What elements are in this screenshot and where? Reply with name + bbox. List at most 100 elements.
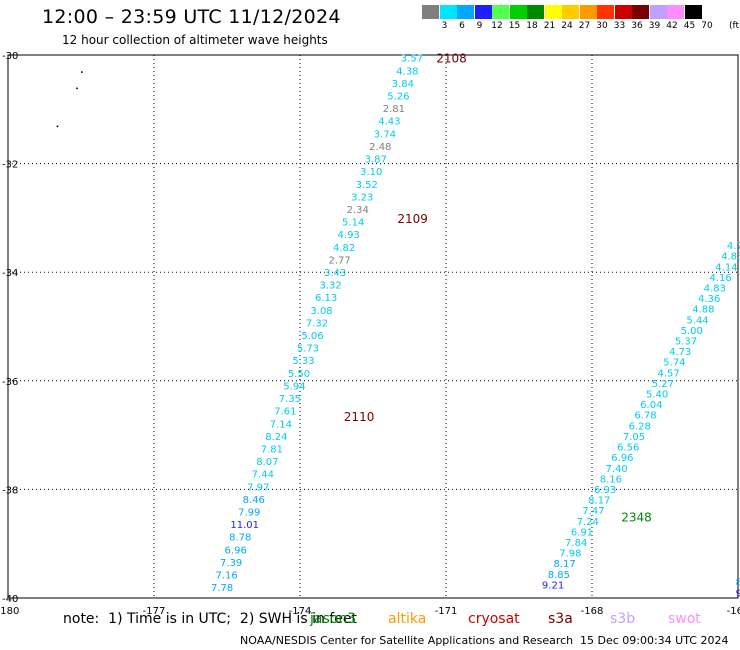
mission-s3a: s3a bbox=[548, 611, 573, 627]
colorbar-label: 33 bbox=[613, 21, 626, 31]
wave-height-value: 3.08 bbox=[310, 306, 332, 317]
wave-height-value: 7.98 bbox=[559, 549, 581, 560]
pass-time-label: 2109 bbox=[397, 212, 428, 226]
wave-height-value: 7.84 bbox=[565, 538, 587, 549]
pass-time-label: 2108 bbox=[436, 52, 467, 66]
colorbar-swatch bbox=[614, 5, 632, 19]
wave-height-value: 6.78 bbox=[634, 411, 656, 422]
longitude-tick-label: -177 bbox=[143, 606, 166, 617]
colorbar-swatch bbox=[439, 5, 457, 19]
latitude-tick-label: -38 bbox=[2, 485, 18, 496]
colorbar-swatch bbox=[562, 5, 579, 19]
wave-height-value: 4.16 bbox=[710, 273, 732, 284]
colorbar-label: 21 bbox=[543, 21, 556, 31]
colorbar-label: 30 bbox=[596, 21, 608, 31]
wave-height-value: 3.32 bbox=[319, 281, 341, 292]
land-dot bbox=[56, 125, 59, 128]
page-title: 12:00 – 23:59 UTC 11/12/2024 bbox=[42, 6, 341, 28]
wave-height-value: 5.50 bbox=[288, 369, 310, 380]
wave-height-value: 5.73 bbox=[297, 344, 319, 355]
wave-height-value: 7.24 bbox=[577, 517, 599, 528]
land-dot bbox=[76, 87, 78, 90]
wave-height-value: 8.78 bbox=[229, 533, 251, 544]
latitude-tick-label: -30 bbox=[2, 51, 18, 62]
wave-height-value: 7.99 bbox=[238, 508, 260, 519]
wave-height-value: 3.87 bbox=[365, 155, 387, 166]
wave-height-value: 7.40 bbox=[606, 464, 628, 475]
wave-height-value: 6.56 bbox=[617, 443, 639, 454]
pass-time-label: 2348 bbox=[621, 511, 652, 525]
colorbar-swatch bbox=[509, 5, 527, 19]
latitude-tick-label: -36 bbox=[2, 377, 18, 388]
colorbar-label: 70 bbox=[701, 21, 713, 31]
wave-height-value: 8.16 bbox=[600, 474, 622, 485]
colorbar-unit: (ft) bbox=[729, 21, 740, 31]
wave-height-value: 6.91 bbox=[571, 527, 593, 538]
wave-height-value: 2.77 bbox=[328, 255, 350, 266]
wave-height-value: 7.97 bbox=[247, 482, 269, 493]
latitude-tick-label: -34 bbox=[2, 268, 18, 279]
colorbar-label: 39 bbox=[648, 21, 661, 31]
wave-height-value: 5.06 bbox=[301, 331, 323, 342]
map-frame bbox=[7, 54, 739, 599]
colorbar-label: 6 bbox=[459, 21, 465, 31]
colorbar-label: 27 bbox=[578, 21, 591, 31]
wave-height-value: 2.81 bbox=[383, 104, 405, 115]
latitude-tick-label: -40 bbox=[2, 594, 18, 605]
mission-jason3: jason3 bbox=[310, 611, 357, 627]
longitude-tick-label: -180 bbox=[0, 606, 19, 617]
wave-height-value: 5.37 bbox=[675, 336, 697, 347]
wave-height-value: 7.05 bbox=[623, 432, 645, 443]
colorbar-swatch bbox=[667, 5, 684, 19]
pass-time-label: 2110 bbox=[344, 410, 375, 424]
colorbar-label: 24 bbox=[561, 21, 573, 31]
wave-height-value: 4.83 bbox=[704, 283, 726, 294]
mission-legend: jason3 altika cryosat s3a s3b swot bbox=[0, 611, 740, 631]
wave-height-value: 4.73 bbox=[669, 347, 691, 358]
wave-height-value: 7.32 bbox=[306, 318, 328, 329]
generated-timestamp: 15 Dec 09:00:34 UTC 2024 bbox=[580, 634, 729, 647]
wave-height-value: 11.01 bbox=[230, 520, 259, 531]
colorbar-swatch bbox=[649, 5, 667, 19]
land-dot bbox=[81, 71, 83, 73]
wave-height-value: 4.93 bbox=[338, 230, 360, 241]
mission-altika: altika bbox=[388, 611, 427, 627]
colorbar-swatch bbox=[597, 5, 614, 19]
colorbar-label: 3 bbox=[441, 21, 448, 31]
wave-height-value: 5.94 bbox=[283, 381, 305, 392]
colorbar-label: 18 bbox=[526, 21, 538, 31]
wave-height-value: 8.24 bbox=[265, 432, 287, 443]
wave-height-value: 4.36 bbox=[698, 294, 720, 305]
wave-height-value: 3.57 bbox=[401, 54, 423, 65]
wave-height-value: 2.48 bbox=[369, 142, 391, 153]
colorbar-swatch bbox=[492, 5, 509, 19]
colorbar-swatch bbox=[457, 5, 474, 19]
wave-height-value: 5.44 bbox=[686, 315, 708, 326]
wave-height-value: 8.46 bbox=[243, 495, 265, 506]
credit-text: NOAA/NESDIS Center for Satellite Applica… bbox=[240, 634, 574, 647]
wave-height-value: 6.13 bbox=[315, 293, 337, 304]
wave-height-value: 8.17 bbox=[553, 559, 575, 570]
wave-height-value: 8.85 bbox=[548, 570, 570, 581]
wave-height-value: 6.28 bbox=[629, 421, 651, 432]
wave-height-value: 5.27 bbox=[652, 379, 674, 390]
wave-height-value: 5.74 bbox=[663, 358, 685, 369]
longitude-tick-label: -174 bbox=[289, 606, 312, 617]
wave-height-value: 7.39 bbox=[220, 558, 242, 569]
colorbar-swatch bbox=[422, 5, 439, 19]
latitude-tick-label: -32 bbox=[2, 160, 18, 171]
wave-height-value: 4.14 bbox=[715, 262, 737, 273]
wave-height-value: 7.81 bbox=[261, 444, 283, 455]
wave-height-value: 7.35 bbox=[279, 394, 301, 405]
wave-height-value: 7.16 bbox=[216, 571, 238, 582]
colorbar-label: 36 bbox=[631, 21, 643, 31]
wave-height-value: 4.38 bbox=[396, 66, 418, 77]
wave-height-value: 6.04 bbox=[640, 400, 662, 411]
wave-height-value: 6.96 bbox=[225, 545, 247, 556]
wave-height-value: 8.17 bbox=[588, 496, 610, 507]
wave-height-value: 3.10 bbox=[360, 167, 382, 178]
wave-height-value: 7.44 bbox=[252, 470, 274, 481]
wave-height-value: 7.78 bbox=[211, 583, 233, 594]
wave-height-value: 4.43 bbox=[378, 117, 400, 128]
